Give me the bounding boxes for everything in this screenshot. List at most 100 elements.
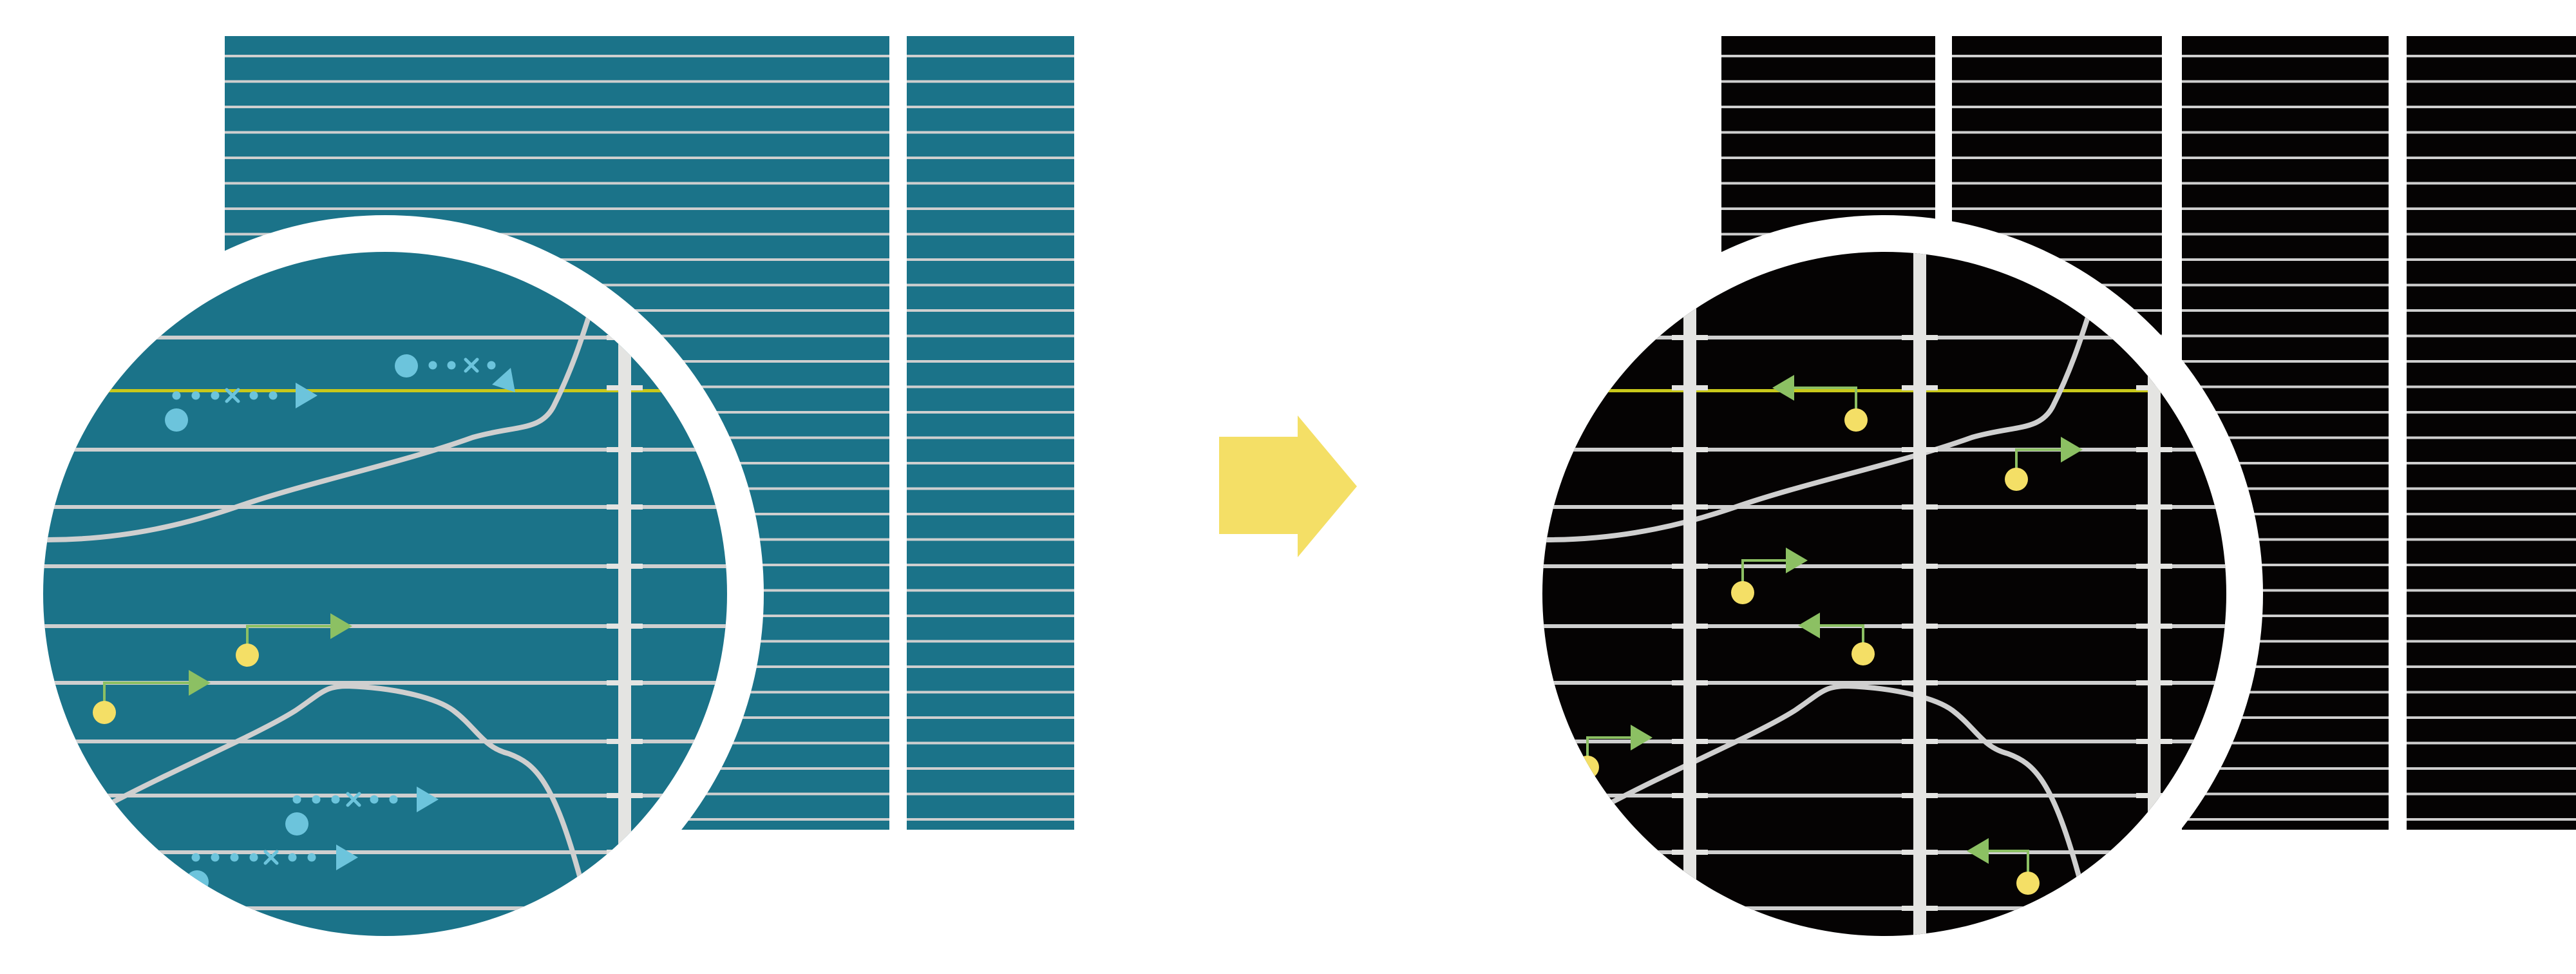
- grid-line: [2182, 309, 2389, 312]
- grid-line: [2182, 691, 2389, 694]
- vertical-bar: [2148, 252, 2161, 936]
- grid-line: [2407, 385, 2576, 388]
- grid-line: [2182, 513, 2389, 515]
- start-point: [165, 408, 188, 432]
- bar-tick: [607, 793, 643, 798]
- grid-line: [43, 624, 727, 628]
- lower-curve: [1605, 683, 2083, 886]
- grid-line: [43, 505, 727, 509]
- grid-line: [1952, 55, 2162, 57]
- yellow-dot: [93, 701, 116, 724]
- arrow-right-icon: [330, 613, 352, 639]
- grid-line: [907, 564, 1074, 566]
- bar-tick: [2136, 793, 2172, 798]
- grid-line: [2407, 131, 2576, 134]
- grid-line: [2407, 691, 2576, 694]
- grid-line: [1542, 740, 2226, 743]
- grid-line: [2407, 309, 2576, 312]
- grid-line: [2182, 411, 2389, 414]
- grid-line: [907, 106, 1074, 108]
- grid-line: [2407, 182, 2576, 185]
- grid-line: [1952, 207, 2162, 210]
- arrow-left-icon: [1967, 838, 1989, 864]
- grid-line: [1542, 505, 2226, 509]
- grid-line: [907, 818, 1074, 821]
- grid-line: [907, 80, 1074, 83]
- arrow-right-icon: [1631, 725, 1653, 750]
- right-magnifier: [1506, 215, 2263, 973]
- grid-line: [907, 360, 1074, 363]
- bar-tick: [2136, 680, 2172, 685]
- bar-tick: [2136, 624, 2172, 629]
- dot-marker: [370, 795, 379, 804]
- yellow-dot: [2016, 872, 2040, 895]
- dot-marker: [487, 361, 496, 370]
- arrow-left-icon: [1798, 613, 1820, 638]
- bar-tick: [1902, 739, 1938, 744]
- x-marker: [464, 358, 479, 373]
- grid-line: [2182, 182, 2389, 185]
- grid-line: [225, 131, 889, 134]
- dot-marker: [249, 853, 258, 862]
- grid-line: [1721, 207, 1935, 210]
- grid-line: [2182, 436, 2389, 439]
- arrow-head-icon: [492, 368, 515, 392]
- arrow-head-icon: [336, 845, 358, 870]
- grid-line: [907, 462, 1074, 464]
- lower-curve: [106, 683, 584, 886]
- x-marker: [225, 388, 240, 403]
- arrow-right-icon: [2061, 437, 2083, 463]
- grid-line: [43, 850, 727, 854]
- grid-line: [1542, 336, 2226, 339]
- dot-marker: [269, 391, 278, 400]
- bar-tick: [1672, 504, 1708, 510]
- bar-tick: [1902, 447, 1938, 452]
- grid-line: [43, 794, 727, 797]
- grid-line: [2407, 233, 2576, 236]
- dot-marker: [307, 853, 316, 862]
- bar-tick: [1672, 680, 1708, 685]
- bar-tick: [607, 504, 643, 510]
- grid-line: [907, 283, 1074, 287]
- grid-line: [2407, 258, 2576, 261]
- grid-line: [1542, 850, 2226, 854]
- grid-line: [2407, 106, 2576, 108]
- yellow-dot: [1731, 581, 1754, 604]
- bar-tick: [2136, 385, 2172, 390]
- vertical-bar: [618, 252, 631, 936]
- grid-line: [2407, 436, 2576, 439]
- grid-line: [907, 767, 1074, 770]
- grid-line: [2407, 615, 2576, 617]
- grid-line: [1721, 131, 1935, 134]
- grid-line: [907, 615, 1074, 617]
- bar-tick: [1672, 335, 1708, 340]
- bar-tick: [607, 906, 643, 911]
- grid-line: [2182, 106, 2389, 108]
- dot-marker: [331, 795, 340, 804]
- yellow-dot: [2005, 468, 2028, 491]
- grid-line: [2407, 411, 2576, 414]
- dot-marker: [312, 795, 321, 804]
- grid-line: [43, 564, 727, 568]
- grid-line: [1542, 794, 2226, 797]
- grid-line: [2182, 589, 2389, 592]
- bar-tick: [1672, 739, 1708, 744]
- upper-curve: [44, 307, 594, 542]
- start-point: [285, 812, 308, 836]
- grid-line: [2407, 792, 2576, 796]
- grid-line: [907, 716, 1074, 719]
- grid-line: [2182, 207, 2389, 210]
- grid-line: [1542, 448, 2226, 452]
- bar-tick: [607, 447, 643, 452]
- bar-tick: [1672, 447, 1708, 452]
- grid-line: [225, 80, 889, 83]
- dot-marker: [447, 361, 456, 370]
- grid-line: [907, 436, 1074, 439]
- grid-line: [907, 513, 1074, 515]
- grid-line: [1542, 624, 2226, 628]
- grid-line: [2182, 462, 2389, 464]
- bar-tick: [1902, 906, 1938, 911]
- grid-line: [1542, 906, 2226, 910]
- grid-line: [2407, 767, 2576, 770]
- grid-line: [2182, 716, 2389, 719]
